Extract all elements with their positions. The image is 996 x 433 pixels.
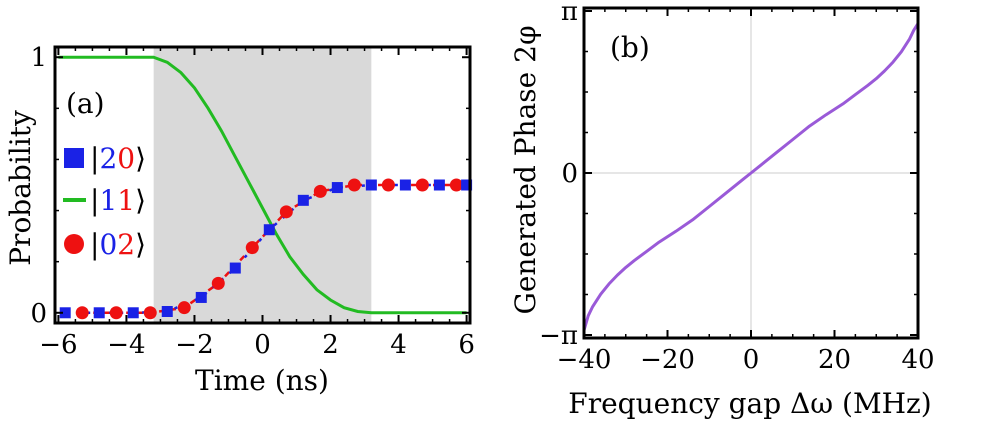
series-20-point (365, 179, 377, 191)
legend-bra: | (90, 228, 99, 261)
panel-b-y-axis-label: Generated Phase 2φ (509, 25, 542, 314)
legend-circle-marker (64, 234, 84, 254)
x-tick-label: 0 (254, 330, 271, 360)
legend-ket: ⟩ (135, 184, 146, 217)
x-tick-label: 6 (458, 330, 475, 360)
panel-b: −40 −20 0 20 40 −π 0 π (b) Frequency gap Δω (MH… (509, 0, 935, 420)
y-tick-label: −π (539, 321, 578, 351)
series-02-point (75, 306, 89, 320)
series-02-point (415, 178, 429, 192)
panel-a: −6 −4 −2 0 2 4 601 (a) |20⟩|11⟩|02⟩ Time (ns) … (4, 43, 475, 397)
series-20-point (433, 179, 445, 191)
series-20-point (263, 224, 275, 236)
x-tick-label: −20 (640, 345, 695, 375)
series-02-point (381, 178, 395, 192)
panel-b-label: (b) (610, 31, 650, 64)
series-20-point (229, 262, 241, 274)
x-tick-label: −6 (39, 330, 77, 360)
series-20-point (93, 307, 105, 319)
series-11-line (58, 55, 467, 315)
panel-a-ticks: −6 −4 −2 0 2 4 601 (30, 43, 474, 360)
series-02-point (177, 301, 191, 315)
x-tick-label: −2 (175, 330, 213, 360)
x-tick-label: 4 (390, 330, 407, 360)
panel-b-series (582, 22, 920, 331)
legend-digit-2: 2 (117, 228, 135, 261)
panel-a-series (58, 55, 473, 320)
series-20-point (461, 179, 473, 191)
legend-item: |11⟩ (63, 184, 146, 217)
series-02-point (279, 205, 293, 219)
legend-bra: | (90, 142, 99, 175)
legend-bra: | (90, 184, 99, 217)
x-tick-label: 0 (743, 345, 760, 375)
legend-label: |11⟩ (90, 184, 146, 217)
legend-item: |02⟩ (64, 228, 146, 261)
x-tick-label: −4 (107, 330, 145, 360)
y-tick-label: 0 (30, 299, 47, 329)
panel-b-x-axis-label: Frequency gap Δω (MHz) (568, 387, 931, 420)
legend-digit-2: 0 (117, 142, 135, 175)
y-tick-label: 0 (561, 159, 578, 189)
legend-label: |20⟩ (90, 142, 146, 175)
series-20-point (297, 194, 309, 206)
legend-digit-1: 1 (99, 184, 117, 217)
series-20-point (127, 307, 139, 319)
series-20-point (59, 307, 71, 319)
x-tick-label: 40 (901, 345, 934, 375)
series-02-point (449, 178, 463, 192)
series-20-point (195, 291, 207, 303)
phase-curve (582, 22, 920, 331)
legend-ket: ⟩ (135, 142, 146, 175)
series-20-point (331, 182, 343, 194)
panel-b-ticks: −40 −20 0 20 40 −π 0 π (539, 0, 934, 375)
x-tick-label: 2 (322, 330, 339, 360)
legend-digit-2: 1 (117, 184, 135, 217)
panel-a-legend: |20⟩|11⟩|02⟩ (63, 142, 146, 261)
series-02-point (211, 276, 225, 290)
series-02-point (313, 184, 327, 198)
x-tick-label: −40 (557, 345, 612, 375)
x-tick-label: 20 (818, 345, 851, 375)
y-tick-label: π (561, 0, 578, 27)
series-20-point (161, 306, 173, 317)
legend-digit-1: 0 (99, 228, 117, 261)
legend-label: |02⟩ (90, 228, 146, 261)
legend-digit-1: 2 (99, 142, 117, 175)
panel-a-label: (a) (66, 87, 105, 120)
legend-item: |20⟩ (64, 142, 146, 175)
legend-square-marker (64, 148, 84, 168)
series-20-point (399, 179, 411, 191)
panel-a-x-axis-label: Time (ns) (195, 364, 329, 397)
panel-a-y-axis-label: Probability (4, 110, 37, 266)
series-02-point (109, 306, 123, 320)
legend-ket: ⟩ (135, 228, 146, 261)
series-02-point (143, 306, 157, 320)
series-02-point (347, 178, 361, 192)
y-tick-label: 1 (30, 43, 47, 73)
series-02-point (245, 241, 259, 255)
